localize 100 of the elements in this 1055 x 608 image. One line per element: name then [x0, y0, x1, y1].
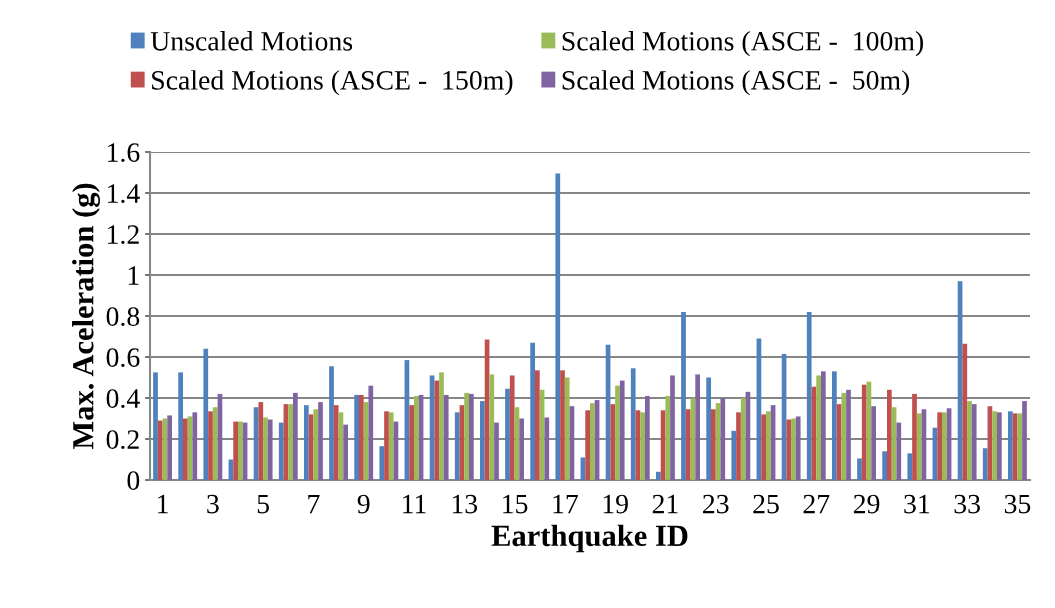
bar	[720, 398, 726, 480]
bar	[505, 388, 510, 480]
x-tick-label: 9	[357, 494, 370, 514]
y-tick-label: 0.2	[106, 430, 139, 450]
x-tick-label: 21	[652, 494, 678, 514]
x-tick-label: 27	[803, 494, 830, 514]
bar	[882, 451, 887, 480]
bar	[982, 448, 988, 480]
bar	[795, 416, 801, 480]
bar	[816, 375, 821, 480]
x-tick-label: 13	[452, 494, 478, 514]
bar	[388, 412, 394, 480]
bar	[313, 409, 319, 480]
bar	[806, 311, 812, 480]
bar	[333, 405, 339, 480]
x-tick-label: 17	[553, 494, 578, 514]
bar	[293, 392, 298, 480]
x-tick-label: 23	[703, 494, 729, 514]
x-tick-label: 11	[403, 494, 426, 514]
bar	[439, 372, 444, 480]
bar	[304, 405, 309, 480]
bar	[967, 401, 972, 480]
bar	[992, 411, 997, 480]
bar	[711, 409, 716, 480]
bar	[464, 392, 469, 480]
bar	[153, 372, 158, 480]
x-tick-label: 5	[257, 494, 269, 514]
bar	[585, 410, 590, 480]
bar	[530, 342, 535, 480]
y-tick-label: 0.6	[106, 348, 140, 368]
bar	[937, 412, 942, 480]
bar	[519, 418, 524, 480]
bar	[846, 389, 851, 480]
bar	[212, 407, 218, 480]
bar	[761, 414, 766, 480]
bar	[681, 311, 686, 480]
bar	[178, 372, 183, 480]
y-tick-label: 1.6	[108, 143, 140, 163]
bar	[329, 366, 334, 480]
bar	[896, 422, 902, 480]
bar	[630, 368, 636, 480]
bar	[1017, 413, 1023, 480]
bar	[359, 394, 364, 480]
bar	[454, 412, 460, 480]
bar	[354, 394, 359, 480]
y-tick-label: 0.8	[106, 307, 140, 327]
bar	[670, 375, 675, 480]
bar	[942, 412, 947, 480]
bar	[857, 458, 862, 480]
bar	[555, 173, 561, 480]
bar	[489, 374, 495, 480]
bar	[263, 417, 268, 480]
bar	[509, 375, 515, 480]
x-tick-label: 33	[954, 494, 980, 514]
bar	[997, 412, 1002, 480]
x-tick-label: 25	[753, 494, 779, 514]
bar	[535, 370, 540, 480]
bar	[731, 430, 737, 480]
legend-label: Scaled Motions (ASCE - 150m)	[152, 70, 513, 96]
bar	[907, 453, 913, 480]
bar	[706, 377, 711, 480]
bar	[685, 409, 691, 480]
bar	[469, 393, 474, 480]
x-tick-label: 29	[853, 494, 880, 514]
bar	[183, 418, 188, 480]
bar	[233, 421, 238, 480]
x-tick-label: 3	[207, 494, 219, 514]
bar	[871, 406, 876, 480]
bar	[379, 446, 385, 480]
x-tick-label: 35	[1004, 494, 1031, 514]
bar	[640, 412, 645, 480]
bar	[887, 389, 892, 480]
legend-label: Scaled Motions (ASCE - 50m)	[562, 70, 910, 96]
bar	[619, 380, 625, 480]
bar	[740, 398, 746, 480]
bar	[916, 413, 922, 480]
bar	[278, 422, 284, 480]
bar	[766, 411, 771, 480]
bar	[564, 377, 570, 480]
bar	[288, 404, 293, 480]
bar	[832, 371, 837, 480]
bar	[267, 419, 273, 480]
bar	[384, 411, 389, 480]
bar	[695, 374, 700, 480]
bar	[861, 384, 867, 480]
bar	[480, 401, 485, 480]
bar	[494, 422, 499, 480]
x-tick-label: 15	[503, 494, 528, 514]
x-axis-title: Earthquake ID	[491, 524, 688, 553]
bar	[318, 402, 323, 480]
bar	[157, 420, 163, 480]
bar	[1008, 411, 1013, 480]
bar	[192, 412, 198, 480]
bar	[167, 415, 172, 480]
bar	[203, 348, 209, 480]
y-tick-label: 1	[128, 266, 139, 285]
bar	[656, 471, 661, 480]
bar	[443, 394, 449, 480]
bar	[615, 385, 620, 480]
x-tick-label: 19	[603, 494, 628, 514]
